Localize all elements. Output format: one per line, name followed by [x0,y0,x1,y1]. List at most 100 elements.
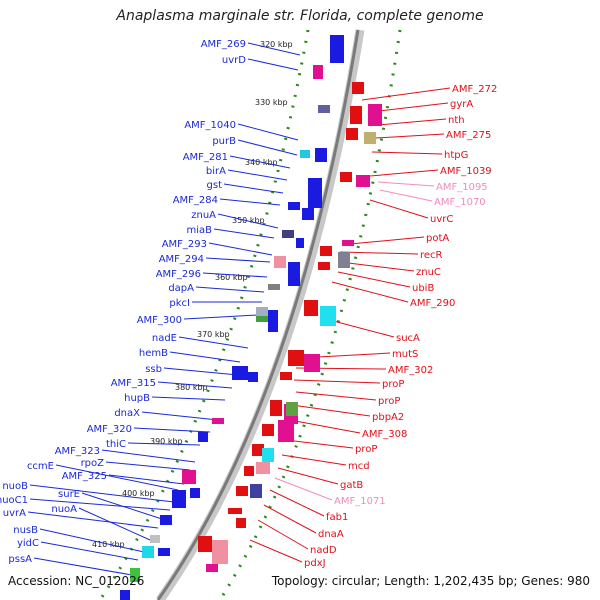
gene-callout-line [229,155,291,169]
gene-callout-line [339,251,419,255]
genome-backbone [156,29,365,600]
gene-callout-line [263,504,317,534]
gene-callout-line [195,286,265,293]
gene-callout-line [377,118,447,126]
gene-feature [160,515,172,525]
gene-callout-line [269,489,325,517]
gene-feature [158,548,170,556]
gene-label: nadE [152,333,177,344]
gene-label: AMF_323 [55,446,100,457]
gene-callout-line [29,484,175,503]
gene-feature [198,432,208,442]
gene-feature [282,230,294,238]
gene-feature [300,150,310,158]
gene-label: nadD [310,545,337,556]
gene-callout-line [39,528,145,553]
gene-label: AMF_290 [410,298,455,309]
gene-callout-line [208,242,273,256]
kbp-tick-label: 360 kbp [215,273,248,282]
gene-feature [262,448,274,462]
gene-feature [308,178,322,208]
gene-callout-line [285,439,354,449]
gene-callout-line [213,228,275,239]
gene-callout-line [108,474,185,485]
gene-label: proP [378,396,400,407]
gene-feature [342,240,354,246]
gene-callout-line [369,102,449,113]
gene-feature [212,540,228,564]
gene-callout-line [55,464,179,491]
gene-feature [172,490,186,508]
gene-label: AMF_284 [173,195,218,206]
gene-label: gyrA [450,99,473,110]
gene-label: birA [206,166,226,177]
gene-feature [346,128,358,140]
gene-label: AMF_281 [183,152,228,163]
kbp-tick-label: 400 kbp [122,489,155,498]
gene-callout-line [205,257,271,263]
gene-callout-line [293,379,381,384]
gene-feature [286,402,298,416]
gene-label: znuA [191,210,216,221]
gene-feature [338,252,350,268]
accession-label: Accession: NC_012026 [8,574,145,588]
gene-callout-line [291,404,371,417]
gene-callout-line [223,183,284,194]
gene-callout-line [183,314,259,320]
kbp-tick-label: 330 kbp [255,98,288,107]
gene-callout-line [369,199,429,219]
gene-callout-line [289,419,361,434]
gene-feature [150,535,160,543]
gene-feature [120,590,130,600]
gene-callout-line [371,151,443,155]
gene-label: AMF_296 [156,269,201,280]
gene-feature [228,508,242,514]
gene-callout-line [202,272,268,278]
gene-callout-line [337,271,411,288]
gene-label: htpG [444,150,468,161]
gene-label: uvrD [222,55,246,66]
gene-feature [350,106,362,124]
gene-callout-line [219,198,281,206]
gene-callout-line [379,189,433,202]
gene-callout-line [27,511,159,529]
gene-feature [232,366,248,380]
gene-callout-line [369,169,439,177]
gene-feature [256,462,270,474]
gene-feature [190,488,200,498]
gene-callout-line [295,391,377,401]
gene-label: ubiB [412,283,434,294]
gene-feature [368,104,382,126]
gene-feature [304,354,320,372]
gene-label: dapA [168,283,194,294]
gene-label: znuC [416,267,441,278]
gene-label: AMF_1040 [184,120,236,131]
gene-feature [244,466,254,476]
gene-label: AMF_315 [111,378,156,389]
gene-feature [278,420,294,442]
gene-label: AMF_1070 [434,197,486,208]
gene-label: hemB [139,348,168,359]
gene-feature [288,350,304,366]
kbp-tick-label: 390 kbp [150,437,183,446]
gene-label: AMF_269 [201,39,246,50]
gene-callout-line [227,169,288,181]
gene-label: yidC [17,538,39,549]
gene-label: ssb [145,364,162,375]
gene-label: fab1 [326,512,348,523]
genome-backbone-core [156,29,360,600]
gene-feature [318,105,330,113]
left-callout-lines [27,42,301,576]
gene-label: sucA [396,333,420,344]
gene-callout-line [127,442,201,446]
gene-feature [304,300,318,316]
gene-feature [315,148,327,162]
gene-feature [256,316,268,322]
gene-label: pdxJ [304,558,326,569]
gene-callout-line [331,281,409,303]
kbp-tick-label: 350 kbp [232,216,265,225]
gene-label: nuoB [2,481,28,492]
gene-callout-line [377,181,435,187]
gene-feature [318,262,330,270]
